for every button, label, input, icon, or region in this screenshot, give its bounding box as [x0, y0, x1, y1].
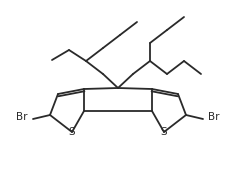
Text: S: S — [161, 127, 167, 137]
Text: S: S — [69, 127, 75, 137]
Text: Br: Br — [16, 112, 28, 122]
Text: Br: Br — [208, 112, 220, 122]
